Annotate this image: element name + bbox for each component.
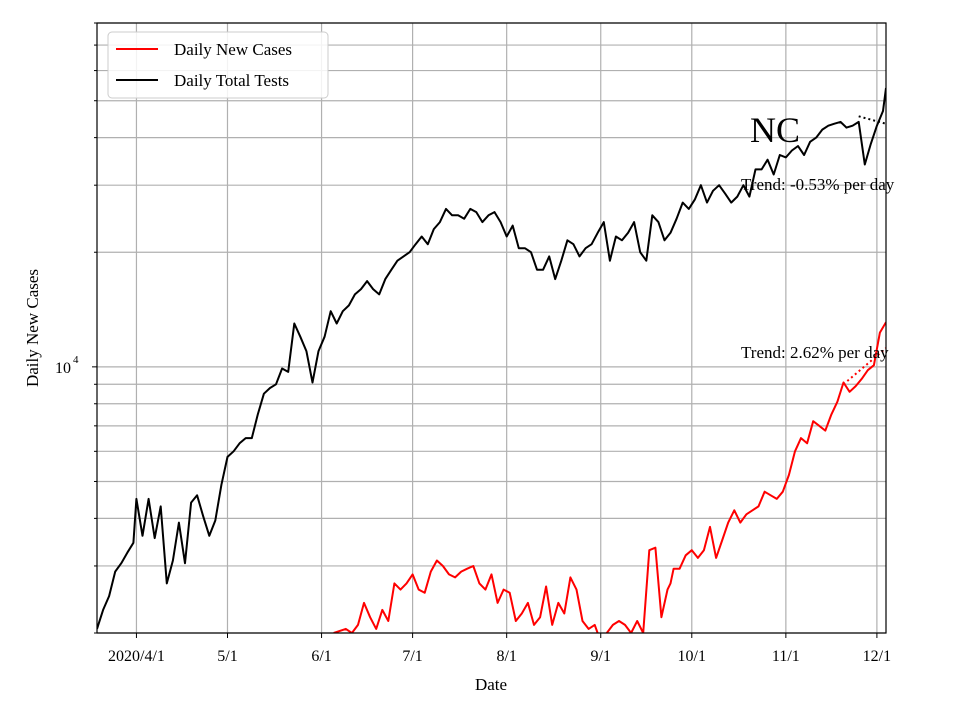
x-tick-label: 8/1 xyxy=(496,648,516,665)
series-line-daily-total-tests xyxy=(97,87,886,630)
trend-annotation-cases: Trend: 2.62% per day xyxy=(741,343,889,362)
series-line-daily-new-cases xyxy=(333,321,886,633)
trend-annotation-tests: Trend: -0.53% per day xyxy=(741,175,895,194)
x-tick-label: 6/1 xyxy=(311,648,331,665)
legend-label-cases: Daily New Cases xyxy=(174,40,292,59)
x-tick-label: 9/1 xyxy=(591,648,611,665)
y-tick-label: 10 xyxy=(55,360,71,377)
trend-line xyxy=(842,347,886,386)
x-tick-label: 2020/4/1 xyxy=(108,648,165,665)
grid xyxy=(97,22,886,634)
x-tick-label: 5/1 xyxy=(217,648,237,665)
x-axis-ticks: 2020/4/1 5/1 6/1 7/1 8/1 9/1 10/1 11/1 12/1 xyxy=(108,633,891,665)
series-lines xyxy=(97,87,886,633)
x-tick-label: 10/1 xyxy=(678,648,706,665)
legend: Daily New Cases Daily Total Tests xyxy=(107,31,329,99)
x-tick-label: 12/1 xyxy=(863,648,891,665)
legend-label-tests: Daily Total Tests xyxy=(174,71,289,90)
x-tick-label: 7/1 xyxy=(402,648,422,665)
legend-box xyxy=(107,31,329,99)
x-axis-title: Date xyxy=(475,675,507,694)
x-tick-label: 11/1 xyxy=(772,648,800,665)
y-axis-ticks: 10 4 xyxy=(55,22,97,634)
trend-line xyxy=(858,115,886,125)
plot-frame xyxy=(96,22,887,634)
y-axis-title: Daily New Cases xyxy=(23,269,42,387)
state-label: NC xyxy=(750,110,800,150)
y-tick-exponent: 4 xyxy=(73,354,79,366)
